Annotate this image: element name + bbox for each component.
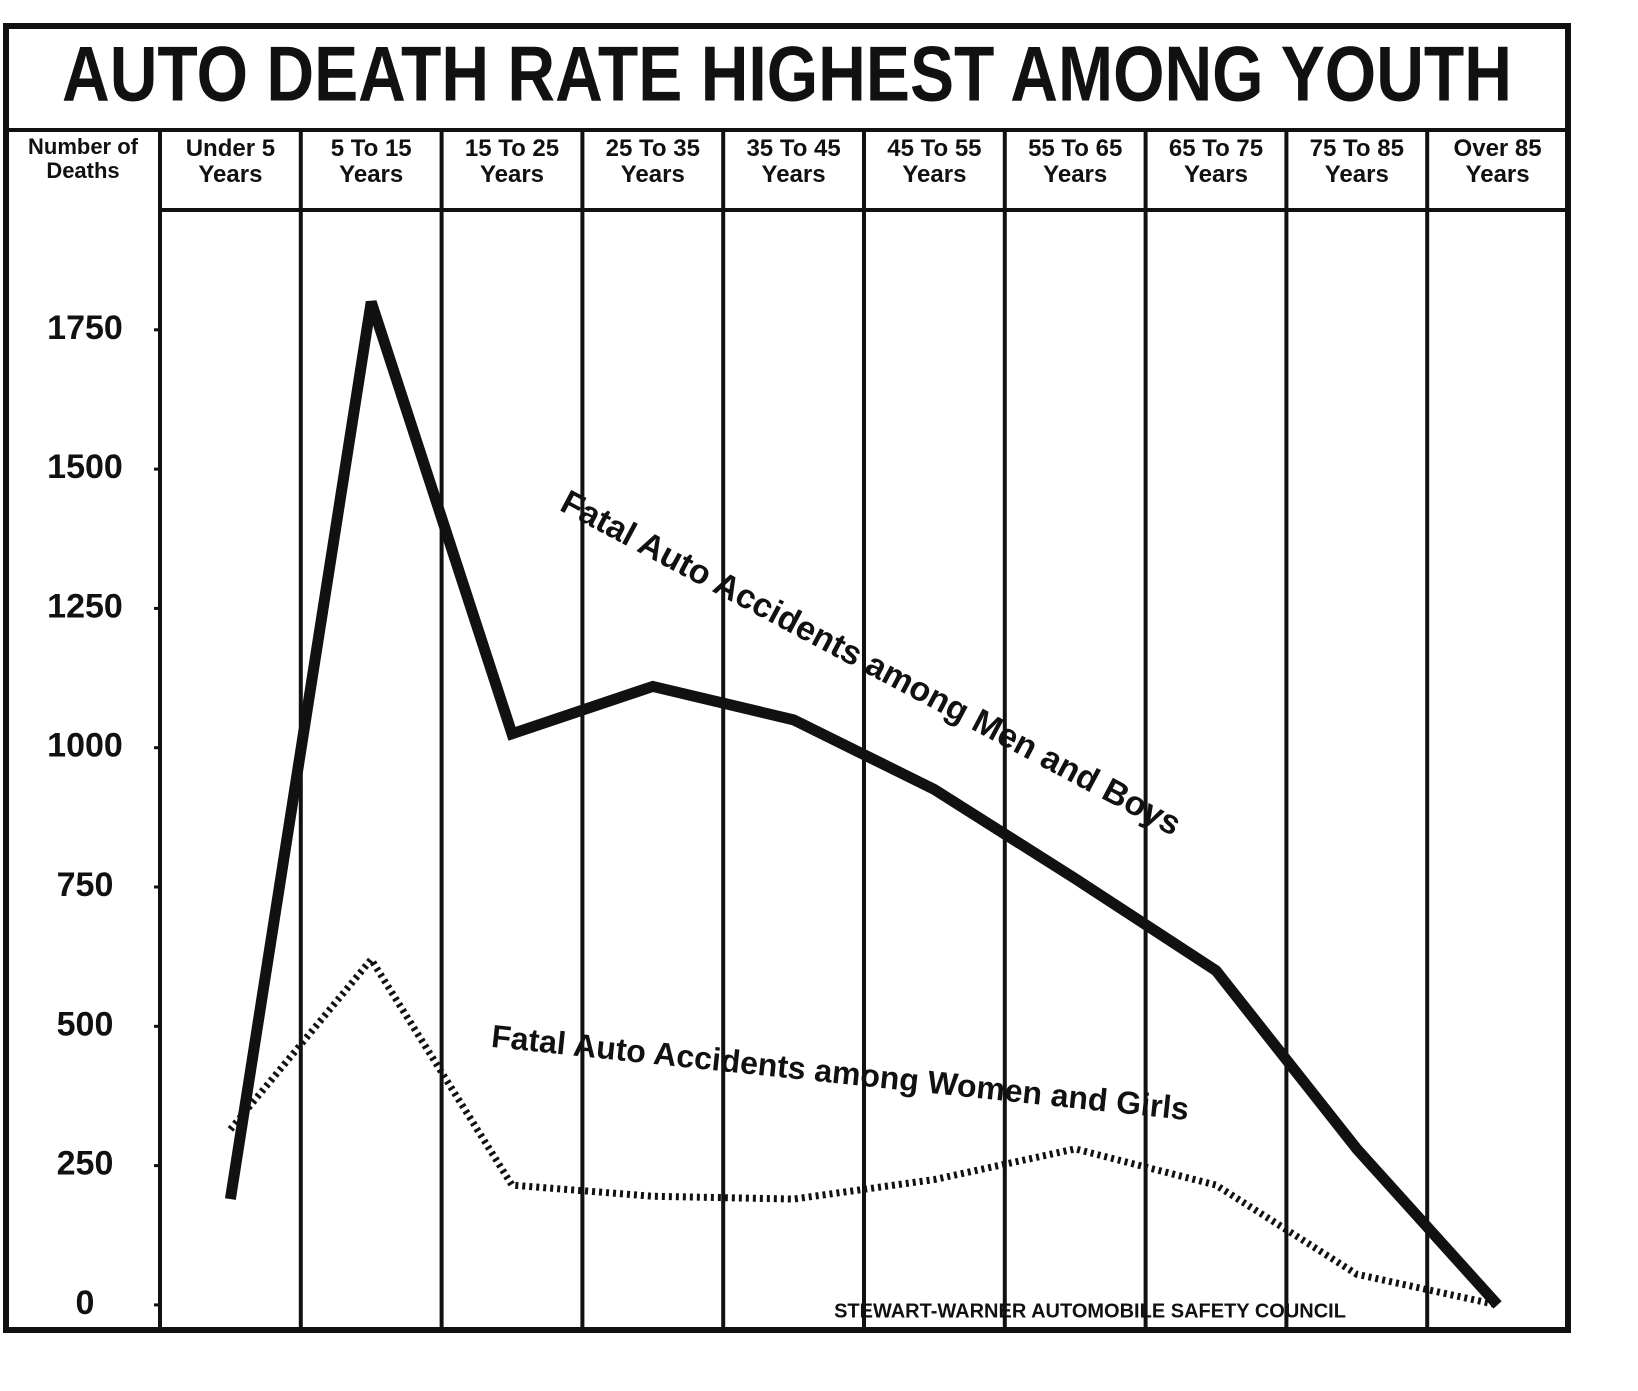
x-tick-box: 65 To 75 Years	[1148, 136, 1285, 208]
x-tick-label: 65 To 75 Years	[1148, 136, 1285, 188]
chart: AUTO DEATH RATE HIGHEST AMONG YOUTH Numb…	[0, 0, 1638, 1391]
x-tick-box: Under 5 Years	[162, 136, 299, 208]
x-tick-label: 45 To 55 Years	[866, 136, 1003, 188]
y-label-box: Number of Deaths	[8, 135, 158, 215]
x-tick-label: 15 To 25 Years	[444, 136, 581, 188]
x-tick-box: 5 To 15 Years	[303, 136, 440, 208]
y-tick-label: 250	[57, 1145, 114, 1183]
y-tick-label: 1250	[47, 587, 123, 625]
x-tick-box: 15 To 25 Years	[444, 136, 581, 208]
x-tick-label: 35 To 45 Years	[725, 136, 862, 188]
x-tick-label: 25 To 35 Years	[584, 136, 721, 188]
y-tick-label: 0	[76, 1284, 95, 1322]
y-axis-label: Number of Deaths	[8, 135, 158, 183]
x-tick-box: 35 To 45 Years	[725, 136, 862, 208]
x-tick-label: Under 5 Years	[162, 136, 299, 188]
y-tick-label: 500	[57, 1005, 114, 1043]
x-tick-box: 75 To 85 Years	[1288, 136, 1425, 208]
y-tick-label: 750	[57, 866, 114, 904]
chart-title: AUTO DEATH RATE HIGHEST AMONG YOUTH	[62, 30, 1512, 118]
x-tick-label: 75 To 85 Years	[1288, 136, 1425, 188]
x-tick-box: 55 To 65 Years	[1007, 136, 1144, 208]
y-tick-label: 1000	[47, 727, 123, 765]
x-tick-label: 55 To 65 Years	[1007, 136, 1144, 188]
footnote: STEWART-WARNER AUTOMOBILE SAFETY COUNCIL	[834, 1300, 1346, 1322]
series-label: Fatal Auto Accidents among Women and Gir…	[490, 1018, 1191, 1127]
y-tick-label: 1750	[47, 309, 123, 347]
y-tick-label: 1500	[47, 448, 123, 486]
x-tick-label: 5 To 15 Years	[303, 136, 440, 188]
x-tick-box: Over 85 Years	[1429, 136, 1566, 208]
x-tick-label: Over 85 Years	[1429, 136, 1566, 188]
x-tick-box: 45 To 55 Years	[866, 136, 1003, 208]
x-tick-box: 25 To 35 Years	[584, 136, 721, 208]
series-label: Fatal Auto Accidents among Men and Boys	[555, 483, 1188, 844]
